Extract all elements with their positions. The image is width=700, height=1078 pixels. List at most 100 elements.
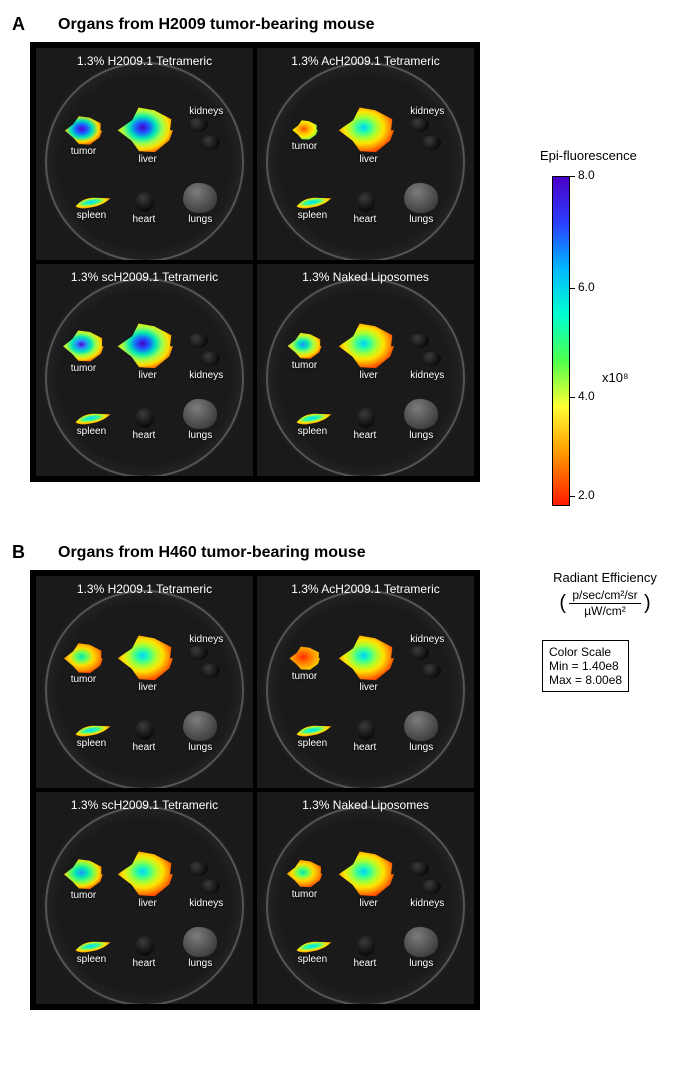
organ-label-kidneys: kidneys [189,898,223,909]
tumor-blob [61,327,109,365]
heart [357,192,375,212]
organ-label-kidneys: kidneys [189,106,223,117]
organ-label-liver: liver [359,898,377,909]
organ-label-heart: heart [133,430,156,441]
legend-tick: 8.0 [578,168,595,182]
dish-cell: 1.3% Naked Liposomes tumor liver kidneys sp… [257,264,474,476]
dish-cell: 1.3% H2009.1 Tetrameric tumorliverkidney… [36,48,253,260]
liver-blob [337,847,401,901]
dish-cell: 1.3% Naked Liposomes tumor liver kidneys sp… [257,792,474,1004]
radiant-title: Radiant Efficiency [530,570,680,586]
tumor-blob [291,118,321,142]
organ-label-lungs: lungs [409,958,433,969]
organ-label-heart: heart [133,958,156,969]
lungs [183,927,217,957]
organ-label-lungs: lungs [188,742,212,753]
organ-label-kidneys: kidneys [410,898,444,909]
cell-title: 1.3% AcH2009.1 Tetrameric [257,582,474,596]
heart [136,720,154,740]
lungs [183,399,217,429]
organ-label-heart: heart [133,742,156,753]
legend-tick-mark [570,288,575,289]
organ-label-heart: heart [133,214,156,225]
heart [357,936,375,956]
organ-label-spleen: spleen [77,738,106,749]
organ-label-tumor: tumor [292,671,318,682]
panel-a-grid: 1.3% H2009.1 Tetrameric tumorliverkidney… [30,42,480,482]
organ-label-liver: liver [138,370,156,381]
cell-title: 1.3% Naked Liposomes [257,270,474,284]
dish-cell: 1.3% AcH2009.1 Tetrameric tumorliverkidn… [257,48,474,260]
legend-title: Epi-fluorescence [540,148,637,163]
organ-label-liver: liver [138,154,156,165]
lungs [404,927,438,957]
liver-blob [116,103,180,157]
organ-label-liver: liver [138,898,156,909]
color-scale-min: Min = 1.40e8 [549,659,622,673]
organ-label-spleen: spleen [298,426,327,437]
panel-b-title: Organs from H460 tumor-bearing mouse [58,544,366,562]
organ-label-liver: liver [359,682,377,693]
heart [136,408,154,428]
cell-title: 1.3% H2009.1 Tetrameric [36,582,253,596]
organ-label-heart: heart [354,958,377,969]
tumor-blob [62,856,108,893]
heart [136,192,154,212]
radiant-denominator: µW/cm² [569,604,640,619]
dish-cell: 1.3% scH2009.1 Tetrameric tumorliverkidn… [36,792,253,1004]
panel-a-title: Organs from H2009 tumor-bearing mouse [58,16,375,34]
organ-label-spleen: spleen [77,954,106,965]
cell-title: 1.3% Naked Liposomes [257,798,474,812]
organ-label-lungs: lungs [409,214,433,225]
organ-label-lungs: lungs [409,430,433,441]
lungs [404,183,438,213]
legend-exponent: x10⁸ [602,370,628,385]
cell-title: 1.3% scH2009.1 Tetrameric [36,798,253,812]
tumor-blob [62,640,108,677]
organ-label-heart: heart [354,214,377,225]
cell-title: 1.3% AcH2009.1 Tetrameric [257,54,474,68]
organ-label-spleen: spleen [298,954,327,965]
legend-tick: 4.0 [578,389,595,403]
panel-b-label: B [12,542,25,563]
dish-cell: 1.3% AcH2009.1 Tetrameric tumor liver kidn… [257,576,474,788]
radiant-efficiency-block: Radiant Efficiency ( p/sec/cm²/sr µW/cm²… [530,570,680,619]
organ-label-tumor: tumor [292,360,318,371]
organ-label-kidneys: kidneys [410,106,444,117]
colorbar [552,176,570,506]
tumor-blob [286,330,326,362]
organ-label-liver: liver [359,370,377,381]
organ-label-spleen: spleen [77,426,106,437]
heart [136,936,154,956]
color-scale-box: Color Scale Min = 1.40e8 Max = 8.00e8 [542,640,629,692]
organ-label-liver: liver [138,682,156,693]
tumor-blob [288,644,324,673]
legend-tick-mark [570,496,575,497]
organ-label-tumor: tumor [71,674,97,685]
organ-label-lungs: lungs [188,430,212,441]
organ-label-kidneys: kidneys [410,634,444,645]
liver-blob [337,103,401,157]
legend-tick-mark [570,176,575,177]
organ-label-heart: heart [354,430,377,441]
lungs [183,183,217,213]
organ-label-lungs: lungs [188,958,212,969]
heart [357,408,375,428]
organ-label-lungs: lungs [409,742,433,753]
liver-blob [337,319,401,373]
organ-label-tumor: tumor [71,363,97,374]
tumor-blob [285,857,327,891]
cell-title: 1.3% scH2009.1 Tetrameric [36,270,253,284]
organ-label-kidneys: kidneys [410,370,444,381]
liver-blob [337,631,401,685]
panel-a-label: A [12,14,25,35]
liver-blob [116,319,180,373]
dish-cell: 1.3% H2009.1 Tetrameric tumorliverkidney… [36,576,253,788]
lungs [404,399,438,429]
legend-tick-mark [570,397,575,398]
organ-label-tumor: tumor [292,889,318,900]
dish-cell: 1.3% scH2009.1 Tetrameric tumorliverkidn… [36,264,253,476]
organ-label-spleen: spleen [298,738,327,749]
color-scale-title: Color Scale [549,645,622,659]
organ-label-tumor: tumor [292,141,318,152]
